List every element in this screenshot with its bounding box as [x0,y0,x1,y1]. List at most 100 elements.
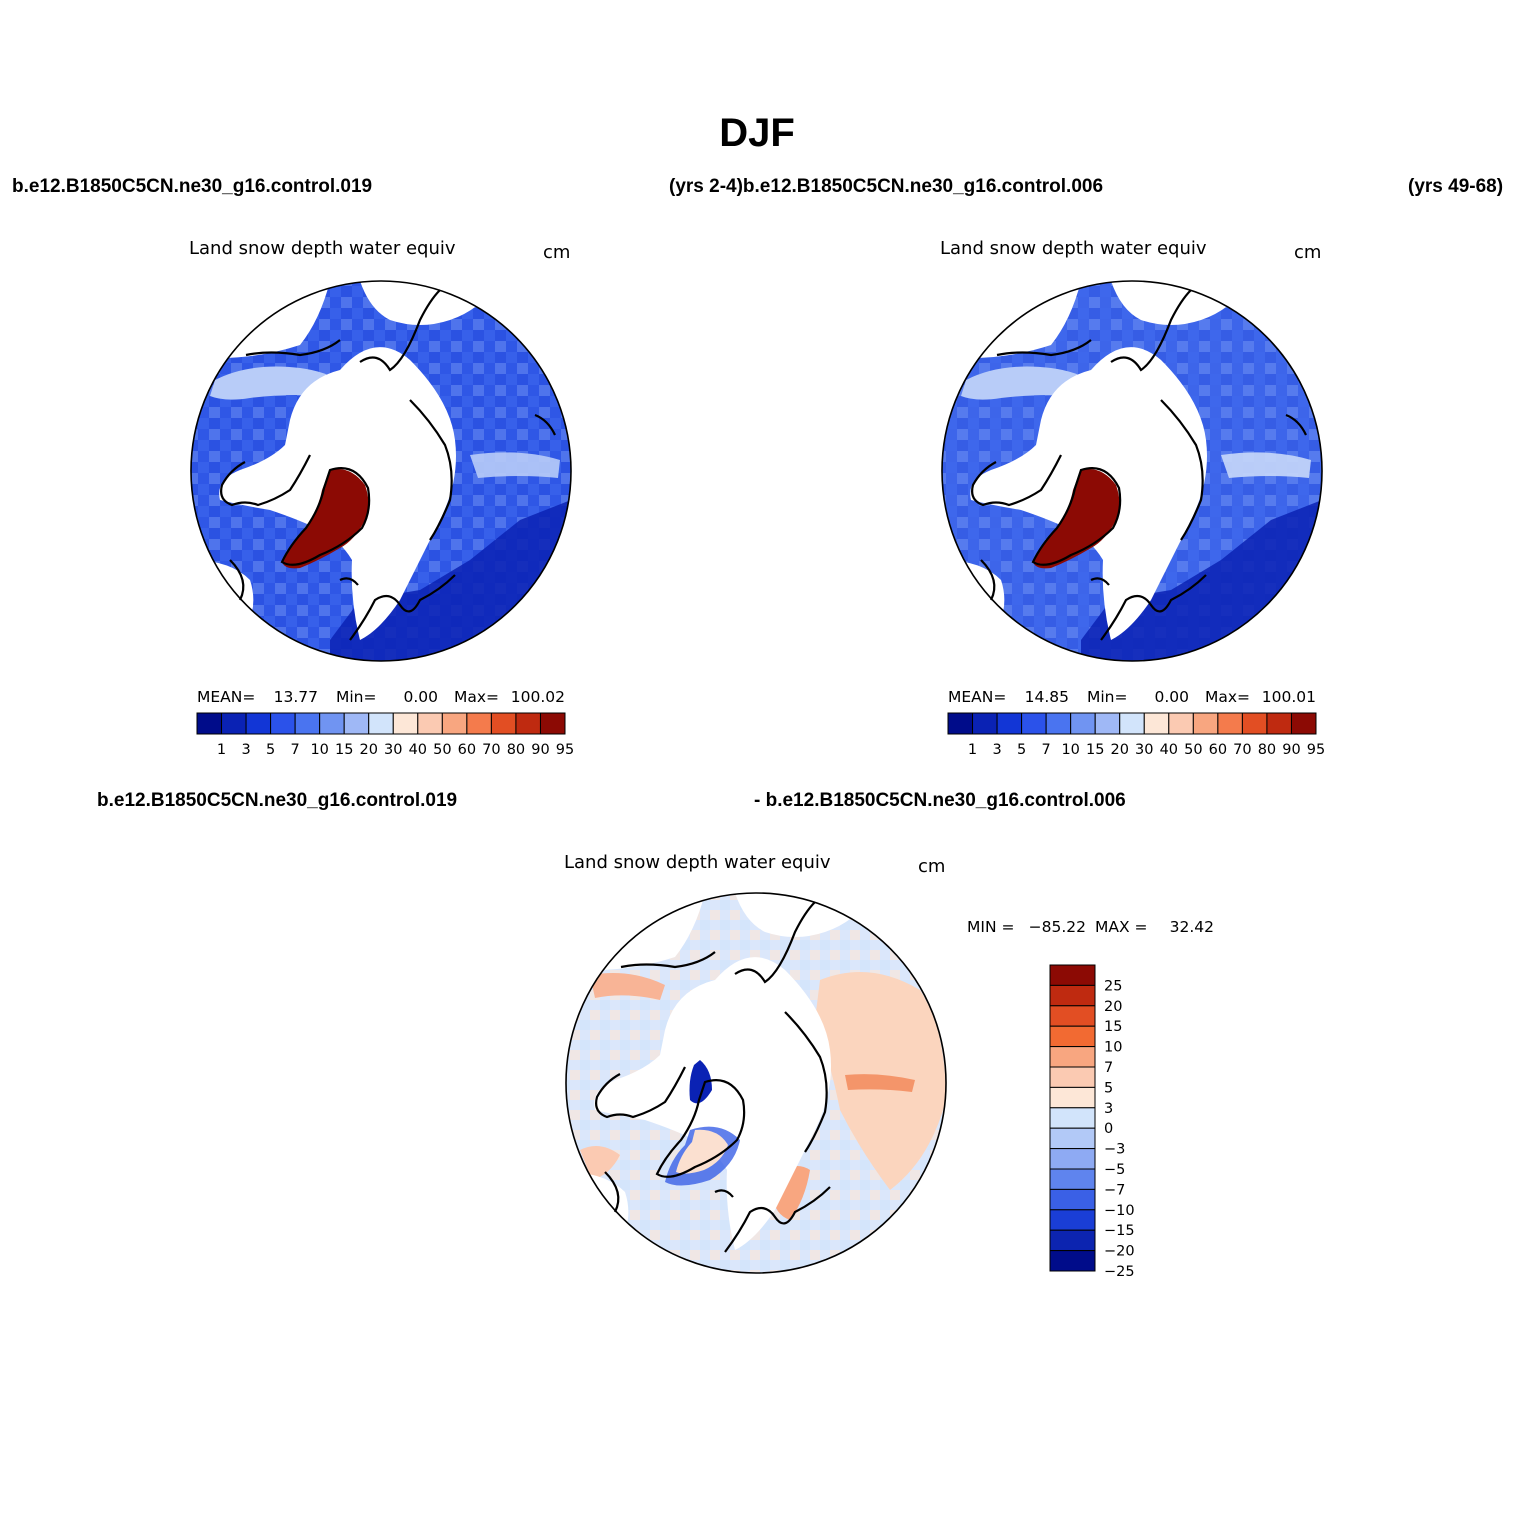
colorbar-tick-label: 0 [1104,1121,1113,1137]
colorbar-box [1049,1148,1096,1170]
case-b-label: b.e12.B1850C5CN.ne30_g16.control.006 [743,176,1103,197]
panel-c-greenland-negative [689,1060,712,1104]
colorbar-box [1045,712,1072,735]
colorbar-tick-label: 80 [1258,742,1276,758]
colorbar-box [1049,1209,1096,1231]
panel-c-max-label: MAX = [1095,918,1148,936]
colorbar-tick-label: 60 [458,742,476,758]
colorbar-tick-label: 95 [1307,742,1325,758]
colorbar-box [947,712,974,735]
colorbar-tick-label: 3 [992,742,1001,758]
panel-a-map-border [190,280,572,662]
colorbar-box [1049,984,1096,1007]
colorbar-tick-label: 10 [1061,742,1079,758]
colorbar-tick-label: 40 [1160,742,1178,758]
colorbar-box [1049,1168,1096,1190]
panel-b-light-patch-east [1221,452,1311,478]
colorbar-tick-label: 15 [1086,742,1104,758]
panel-c-ocean-ice [594,957,831,1250]
case-b-years: (yrs 49-68) [1408,176,1503,197]
panel-a-max-value: 100.02 [511,688,565,706]
colorbar-box [1049,1250,1096,1272]
colorbar-tick-label: 70 [1233,742,1251,758]
colorbar-tick-label: 3 [1104,1101,1113,1117]
colorbar-tick-label: 5 [1017,742,1026,758]
diff-label-right: - b.e12.B1850C5CN.ne30_g16.control.006 [754,790,1126,811]
colorbar-tick-label: 70 [482,742,500,758]
panel-a-title: Land snow depth water equiv [189,238,456,259]
colorbar-tick-label: −5 [1104,1162,1125,1178]
colorbar-box [221,712,247,735]
panel-b-min-value: 0.00 [1154,688,1189,706]
panel-c-greenland-interior [676,1129,728,1174]
colorbar-box [417,712,443,735]
colorbar-box [441,712,468,735]
colorbar-tick-label: 15 [1104,1019,1122,1035]
colorbar-tick-label: 40 [409,742,427,758]
panel-c-map-border [565,892,947,1274]
colorbar-tick-label: 50 [433,742,451,758]
panel-b-stats: MEAN= 14.85 Min= 0.00 Max= 100.01 [948,688,1316,706]
colorbar-tick-label: 7 [291,742,300,758]
colorbar-box [515,712,541,735]
colorbar-tick-label: 95 [556,742,574,758]
colorbar-box [1049,1046,1096,1068]
colorbar-tick-label: 7 [1104,1060,1113,1076]
panel-b-map [942,281,1322,661]
colorbar-tick-label: −10 [1104,1203,1135,1219]
colorbar-tick-label: 90 [531,742,549,758]
colorbar-box [319,712,345,735]
colorbar-box [1049,964,1096,986]
panel-b-max-label: Max= [1205,688,1250,706]
panel-a-stats: MEAN= 13.77 Min= 0.00 Max= 100.02 [197,688,565,706]
colorbar-box [1049,1188,1096,1211]
colorbar-box [368,712,394,735]
colorbar-box [196,712,223,735]
colorbar-tick-label: 15 [335,742,353,758]
panel-b-mean-label: MEAN= [948,688,1006,706]
colorbar-tick-label: 3 [241,742,250,758]
panel-a-greenland-icesheet [282,469,369,569]
panel-a-map [191,281,571,661]
colorbar-tick-label: 30 [384,742,402,758]
panel-case-a: Land snow depth water equiv cm [189,238,574,758]
colorbar-box [1266,712,1292,735]
panel-difference: Land snow depth water equiv cm [564,852,1214,1280]
colorbar-box [1049,1005,1096,1027]
colorbar-tick-label: 20 [1111,742,1129,758]
case-a-label: b.e12.B1850C5CN.ne30_g16.control.019 [12,176,372,197]
colorbar-box [972,712,998,735]
colorbar-tick-label: 7 [1042,742,1051,758]
diff-label-left: b.e12.B1850C5CN.ne30_g16.control.019 [97,790,457,811]
colorbar-box [392,712,419,735]
colorbar-box [1241,712,1268,735]
panel-c-positive-north [590,972,665,1000]
colorbar-tick-label: 80 [507,742,525,758]
colorbar-tick-label: 10 [1104,1040,1122,1056]
colorbar-tick-label: −15 [1104,1223,1135,1239]
panel-a-colorbar: 1 3 5 7 10 15 20 30 40 50 60 70 80 90 95 [196,712,574,758]
colorbar-box [1094,712,1121,735]
panel-c-positive-southwest [580,1146,620,1180]
panel-c-coastlines [595,901,831,1253]
colorbar-box [1119,712,1145,735]
panel-a-mean-value: 13.77 [274,688,318,706]
colorbar-box [1049,1025,1096,1048]
colorbar-box [1049,1066,1096,1088]
colorbar-box [539,712,566,735]
colorbar-tick-label: 25 [1104,978,1122,994]
panel-a-min-label: Min= [336,688,377,706]
colorbar-box [1192,712,1219,735]
panel-c-title: Land snow depth water equiv [564,852,831,873]
panel-b-title: Land snow depth water equiv [940,238,1207,259]
colorbar-box [490,712,517,735]
colorbar-box [1217,712,1243,735]
colorbar-box [1049,1127,1096,1150]
colorbar-tick-label: 10 [310,742,328,758]
colorbar-box [1143,712,1170,735]
colorbar-box [1021,712,1047,735]
colorbar-box [1290,712,1317,735]
colorbar-tick-label: 30 [1135,742,1153,758]
colorbar-tick-label: 1 [968,742,977,758]
